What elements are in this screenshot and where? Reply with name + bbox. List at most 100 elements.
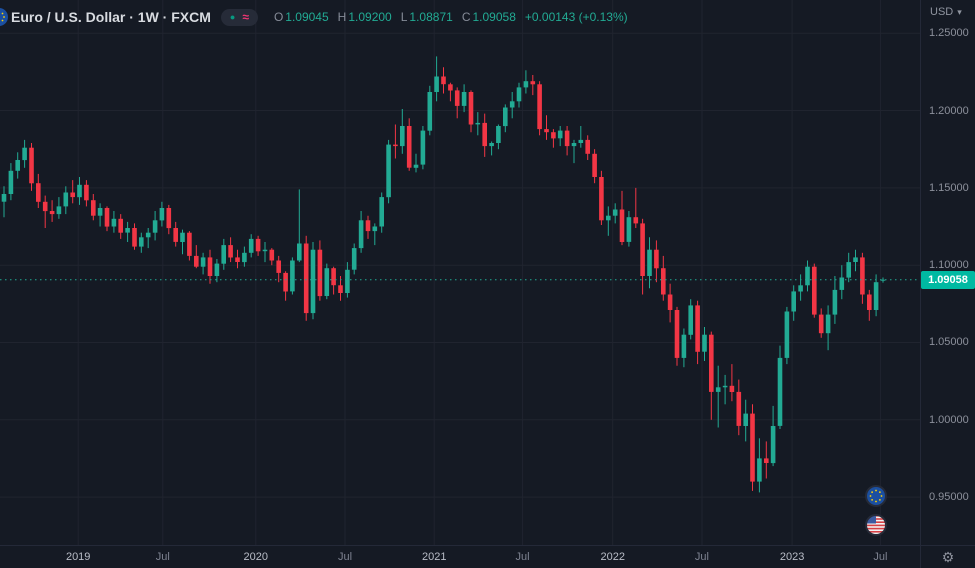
candle-down (468, 90, 474, 133)
candle-up (221, 238, 226, 270)
candlestick-chart[interactable] (0, 0, 920, 545)
ohlc-readout: O 1.09045 H 1.09200 L 1.08871 C 1.09058 +0.0… (274, 10, 628, 24)
ohlc-low-label: L (400, 10, 408, 24)
candle-up (420, 126, 426, 170)
candle-up (571, 139, 577, 164)
candle-up (578, 126, 584, 148)
candle-down (736, 379, 742, 436)
candle-up (324, 263, 330, 300)
time-axis-label: 2023 (779, 551, 805, 563)
candle-up (248, 234, 254, 258)
candle-up (200, 252, 206, 275)
candle-down (750, 404, 755, 491)
candle-down (276, 255, 281, 283)
time-axis[interactable]: 2019 Jul 2020 Jul 2021 Jul 2022 Jul 2023 Jul (0, 545, 920, 568)
candle-up (832, 276, 838, 324)
candle-up (97, 203, 103, 227)
eu-flag-icon (865, 485, 887, 507)
candle-up (413, 153, 419, 173)
candle-up (262, 242, 268, 263)
status-dot-icon: ● (229, 11, 236, 22)
candle-up (22, 139, 27, 168)
candle-up (825, 305, 831, 351)
candle-down (331, 266, 336, 295)
candle-down (187, 231, 192, 261)
candle-up (386, 139, 391, 204)
currency-selector[interactable]: USD ▾ (930, 6, 962, 18)
candle-down (695, 300, 700, 365)
candle-down (269, 248, 275, 266)
candle-up (503, 104, 508, 133)
candle-up (757, 438, 762, 493)
price-change-value: +0.00143 (+0.13%) (524, 10, 628, 24)
candle-down (393, 124, 398, 159)
candle-up (8, 163, 14, 201)
candle-down (867, 289, 872, 321)
candle-down (29, 143, 34, 191)
candle-up (159, 201, 165, 227)
candle-down (283, 271, 288, 301)
candle-up (125, 221, 130, 242)
candle-down (592, 149, 597, 184)
candle-down (70, 180, 75, 204)
candle-down (729, 364, 735, 402)
candle-up (557, 126, 563, 147)
us-flag-icon (865, 514, 887, 536)
candle-up (791, 285, 796, 321)
candle-up (56, 197, 62, 219)
candle-up (846, 252, 851, 283)
candle-up (475, 112, 481, 136)
candle-up (461, 84, 467, 113)
candle-up (297, 189, 302, 263)
candle-down (454, 87, 460, 119)
candle-up (77, 177, 82, 205)
time-axis-label: Jul (694, 551, 709, 563)
candle-up (873, 274, 879, 317)
ohlc-close-value: 1.09058 (472, 10, 516, 24)
symbol-title[interactable]: Euro / U.S. Dollar · 1W · FXCM (11, 9, 211, 25)
candle-up (1, 186, 7, 218)
candle-up (688, 299, 693, 340)
time-axis-label: Jul (515, 551, 530, 563)
candle-down (365, 215, 371, 239)
candle-up (351, 243, 357, 275)
candle-down (674, 306, 680, 366)
candle-up (523, 70, 529, 94)
candle-up (777, 345, 783, 429)
candle-up (496, 124, 501, 150)
ohlc-open-value: 1.09045 (285, 10, 329, 24)
time-axis-label: 2019 (65, 551, 91, 563)
candle-up (509, 92, 515, 119)
candle-down (132, 223, 137, 250)
candle-up (880, 277, 886, 283)
price-axis-label: 1.10000 (929, 259, 969, 272)
candle-up (358, 211, 364, 253)
market-status-pill[interactable]: ● ≈ (220, 8, 258, 26)
candle-down (84, 180, 89, 207)
candle-up (626, 211, 632, 247)
chevron-down-icon: ▾ (957, 6, 962, 17)
candle-down (764, 441, 769, 479)
candle-down (118, 214, 123, 239)
candle-up (310, 242, 316, 320)
symbol-legend: Euro / U.S. Dollar · 1W · FXCM ● ≈ O 1.09… (0, 7, 628, 27)
candle-up (145, 228, 151, 249)
candle-up (489, 141, 494, 156)
candle-down (406, 118, 412, 171)
candle-up (111, 211, 117, 233)
candle-down (482, 113, 487, 157)
candle-up (152, 211, 158, 241)
candle-up (400, 109, 405, 154)
gear-icon[interactable]: ⚙ (941, 549, 955, 565)
chart-area (0, 0, 920, 545)
candle-up (139, 232, 144, 253)
price-axis-label: 0.95000 (929, 491, 969, 504)
price-axis[interactable]: USD ▾ 1.25000 1.20000 1.15000 1.10000 1.0500… (920, 0, 975, 545)
price-axis-label: 1.15000 (929, 181, 969, 194)
current-price-tag: 1.09058 (921, 270, 975, 289)
candle-down (619, 190, 625, 246)
candle-up (606, 206, 611, 236)
candle-up (242, 246, 247, 267)
candle-up (722, 374, 728, 405)
candle-up (784, 306, 790, 365)
